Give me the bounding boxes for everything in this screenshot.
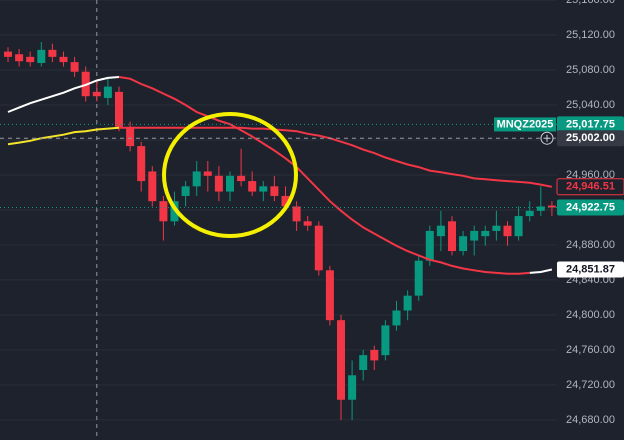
candle-body xyxy=(425,230,434,261)
candle-body xyxy=(159,201,168,222)
moving-average xyxy=(118,76,530,275)
candle-body xyxy=(226,175,234,192)
candle-body xyxy=(181,186,190,196)
candle-body xyxy=(436,225,445,237)
y-tick-label: 25,160.00 xyxy=(566,0,615,6)
y-tick-label: 24,720.00 xyxy=(566,379,615,391)
candle-body xyxy=(481,230,490,237)
symbol-label: MNQZ2025 xyxy=(497,118,554,130)
price-label: 24,922.75 xyxy=(566,201,615,213)
candle-body xyxy=(70,62,79,72)
y-tick-label: 25,080.00 xyxy=(566,64,615,76)
candle-body xyxy=(103,86,112,98)
price-label-bg xyxy=(556,178,624,196)
candle-body xyxy=(303,221,312,226)
candle-body xyxy=(214,175,223,192)
y-tick-label: 24,960.00 xyxy=(566,169,615,181)
y-tick-label: 24,800.00 xyxy=(566,309,615,321)
candle-body xyxy=(536,206,545,211)
candle-body xyxy=(414,260,423,296)
candle-body xyxy=(115,91,123,127)
candle-body xyxy=(37,49,46,63)
candle-body xyxy=(403,295,412,311)
candle-body xyxy=(503,225,512,237)
candle-body xyxy=(26,56,35,63)
candle-body xyxy=(448,221,456,252)
candle-body xyxy=(325,270,334,321)
candle-body xyxy=(270,186,279,196)
candle-body xyxy=(348,375,357,400)
candle-body xyxy=(470,230,479,241)
y-tick-label: 24,880.00 xyxy=(566,239,615,251)
candle-body xyxy=(525,210,534,217)
price-label-bg xyxy=(557,199,624,216)
highlight-circle xyxy=(162,112,298,238)
candle-body xyxy=(514,216,523,237)
price-label: 24,946.51 xyxy=(566,181,615,193)
candle-body xyxy=(337,320,345,400)
candle-body xyxy=(137,146,146,182)
candle-body xyxy=(92,91,101,97)
price-label: 25,002.00 xyxy=(566,132,615,144)
y-tick-label: 25,040.00 xyxy=(566,99,615,111)
candle-body xyxy=(359,355,368,371)
candle-body xyxy=(237,175,246,182)
price-label: 25,017.75 xyxy=(566,118,615,130)
y-tick-label: 25,120.00 xyxy=(566,29,615,41)
candle-body xyxy=(370,349,379,361)
candle-body xyxy=(15,54,24,62)
candle-body xyxy=(314,225,323,271)
y-tick-label: 24,760.00 xyxy=(566,344,615,356)
candle-body xyxy=(292,206,301,222)
candle-body xyxy=(259,186,268,192)
candle-body xyxy=(547,205,556,208)
candle-body xyxy=(126,126,135,147)
price-label-bg xyxy=(557,261,624,278)
candle-body xyxy=(4,51,12,57)
y-tick-label: 24,680.00 xyxy=(566,414,615,426)
candle-body xyxy=(192,171,201,187)
moving-average xyxy=(7,76,553,274)
candle-body xyxy=(392,310,401,326)
candle-body xyxy=(281,195,290,207)
moving-average xyxy=(7,126,120,146)
candle-body xyxy=(59,56,68,63)
candle-body xyxy=(381,325,390,356)
price-label: 24,851.87 xyxy=(566,263,615,275)
plus-icon xyxy=(543,134,551,142)
symbol-label-bg xyxy=(494,117,556,132)
price-label-bg xyxy=(557,116,624,133)
price-label-bg xyxy=(557,130,624,147)
candle-body xyxy=(203,171,212,176)
candle-body xyxy=(148,171,157,202)
candle-body xyxy=(48,49,57,57)
candle-body xyxy=(459,236,468,252)
candle-body xyxy=(248,181,257,192)
candle-body xyxy=(492,225,501,231)
